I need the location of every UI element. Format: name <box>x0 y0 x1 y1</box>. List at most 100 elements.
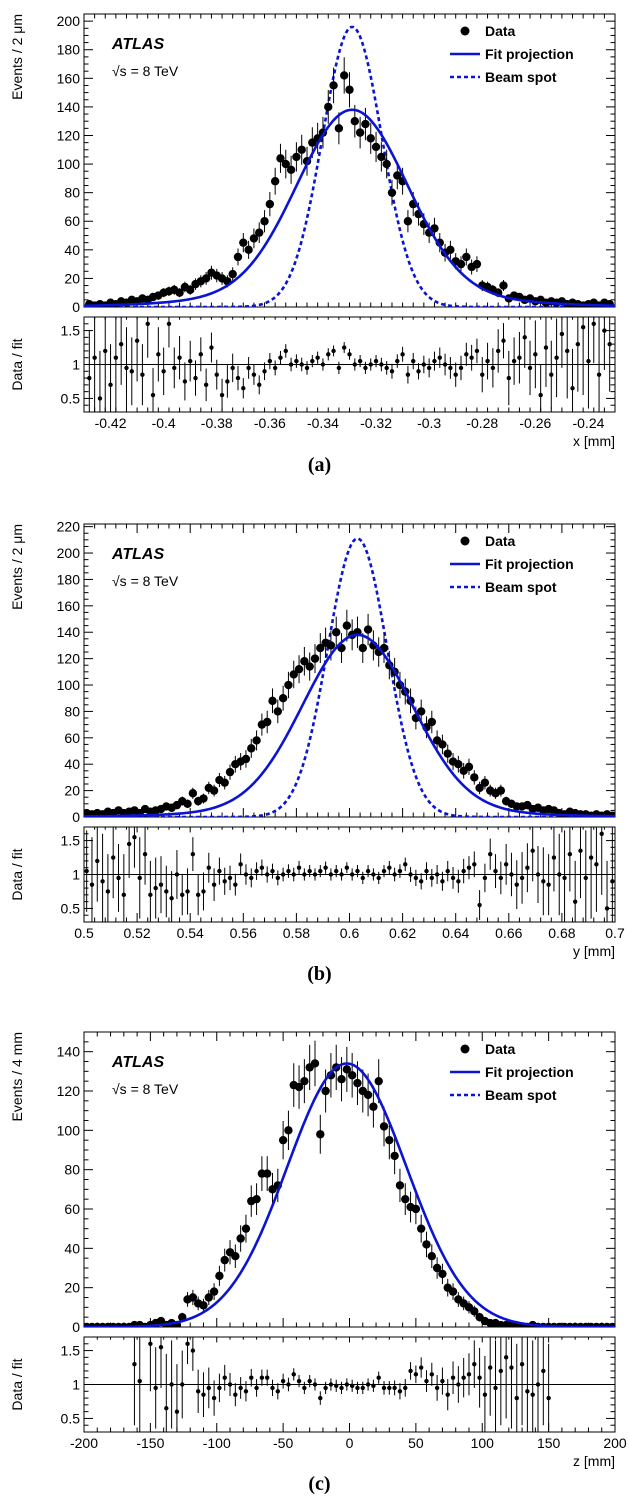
ratio-point <box>323 865 328 870</box>
data-point <box>294 664 304 674</box>
legend-beam-label: Beam spot <box>485 579 557 595</box>
ratio-point <box>206 865 211 870</box>
ratio-point <box>464 352 469 357</box>
ratio-point <box>95 858 100 864</box>
ratio-point <box>461 1375 466 1380</box>
ratio-point <box>304 365 310 371</box>
y-tick-label: 40 <box>64 242 80 258</box>
ratio-point <box>360 875 365 881</box>
x-tick-label: -0.3 <box>417 415 441 431</box>
ratio-point <box>166 321 172 326</box>
ratio-point <box>103 348 108 354</box>
x-tick-label: 0.6 <box>340 925 360 941</box>
ratio-point <box>506 375 511 381</box>
data-point <box>175 288 184 297</box>
x-tick-label: 0.56 <box>230 925 257 941</box>
ratio-point <box>294 358 299 364</box>
y-tick-label: 140 <box>57 1044 81 1060</box>
ratio-point <box>275 875 281 881</box>
ratio-point <box>517 355 522 360</box>
ratio-point <box>254 868 259 874</box>
ratio-point <box>214 372 219 377</box>
ratio-point <box>140 372 145 377</box>
ratio-point <box>583 875 588 881</box>
ratio-y-axis-title: Data / fit <box>9 338 25 390</box>
y-tick-label: 160 <box>57 598 81 614</box>
ratio-point <box>193 375 198 381</box>
ratio-point <box>227 1382 233 1387</box>
ratio-point <box>469 355 474 360</box>
ratio-point <box>474 348 480 354</box>
data-point <box>480 778 490 787</box>
data-point <box>470 773 479 782</box>
x-tick-label: 0.64 <box>442 925 469 941</box>
ratio-point <box>482 875 488 881</box>
ratio-y-tick-label: 0.5 <box>61 900 81 916</box>
y-tick-label: 200 <box>57 13 81 29</box>
ratio-point <box>557 872 562 877</box>
data-point <box>231 1252 240 1261</box>
ratio-point <box>477 1375 482 1380</box>
ratio-point <box>100 879 105 884</box>
data-point <box>228 269 237 279</box>
ratio-point <box>172 365 177 371</box>
data-point <box>464 762 474 772</box>
data-point <box>278 694 288 703</box>
data-point <box>369 1102 378 1111</box>
ratio-point <box>602 328 607 333</box>
atlas-label: ATLAS <box>111 1054 164 1071</box>
ratio-point <box>381 1385 387 1391</box>
ratio-point <box>132 834 137 840</box>
ratio-point <box>514 882 519 887</box>
ratio-point <box>334 868 339 874</box>
ratio-point <box>264 1375 270 1380</box>
fit-projection-curve <box>84 1062 615 1327</box>
ratio-point <box>408 872 413 877</box>
ratio-point <box>488 1365 493 1370</box>
ratio-point <box>498 875 504 881</box>
ratio-point <box>227 875 233 881</box>
data-point <box>361 119 370 129</box>
ratio-point <box>570 386 575 391</box>
ratio-point <box>336 365 342 371</box>
ratio-point <box>434 1385 440 1391</box>
y-tick-label: 120 <box>57 127 81 143</box>
ratio-point <box>442 362 448 367</box>
data-point <box>273 707 283 716</box>
ratio-point <box>158 882 164 887</box>
ratio-point <box>132 1361 137 1367</box>
ratio-point <box>222 1375 227 1380</box>
data-point <box>199 1301 208 1310</box>
ratio-point <box>387 865 392 870</box>
ratio-point <box>323 1385 328 1391</box>
ratio-point <box>116 875 121 881</box>
ratio-point <box>445 1392 450 1397</box>
y-tick-label: 120 <box>57 651 81 667</box>
ratio-point <box>418 1365 424 1370</box>
ratio-point <box>312 872 318 877</box>
x-tick-label: 50 <box>408 1435 424 1451</box>
ratio-point <box>403 1385 408 1391</box>
data-point <box>249 234 259 243</box>
ratio-point <box>408 1368 413 1374</box>
ratio-point <box>387 1385 392 1391</box>
data-point <box>411 1204 421 1214</box>
ratio-point <box>450 875 456 881</box>
ratio-point <box>291 872 296 877</box>
ratio-point <box>198 352 204 357</box>
ratio-point <box>434 872 440 877</box>
x-tick-label: 0.68 <box>548 925 575 941</box>
panel-label: (b) <box>307 963 331 985</box>
data-point <box>284 680 293 690</box>
ratio-point <box>525 865 530 870</box>
data-point <box>371 142 381 152</box>
ratio-point <box>509 1365 514 1370</box>
data-point <box>432 1263 442 1273</box>
x-tick-label: -50 <box>273 1435 293 1451</box>
data-point <box>225 767 235 777</box>
ratio-point <box>485 358 490 364</box>
ratio-point <box>182 379 188 384</box>
ratio-point <box>259 865 265 870</box>
ratio-point <box>318 1395 323 1401</box>
data-point <box>236 1234 245 1243</box>
